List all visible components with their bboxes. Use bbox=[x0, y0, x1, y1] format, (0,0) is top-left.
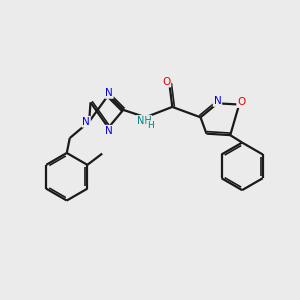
Text: O: O bbox=[162, 76, 170, 87]
Text: NH: NH bbox=[137, 116, 152, 126]
Text: N: N bbox=[82, 117, 90, 127]
Text: O: O bbox=[237, 97, 245, 107]
Text: N: N bbox=[105, 126, 113, 136]
Text: N: N bbox=[214, 96, 221, 106]
Text: H: H bbox=[148, 121, 154, 130]
Text: N: N bbox=[105, 88, 113, 98]
